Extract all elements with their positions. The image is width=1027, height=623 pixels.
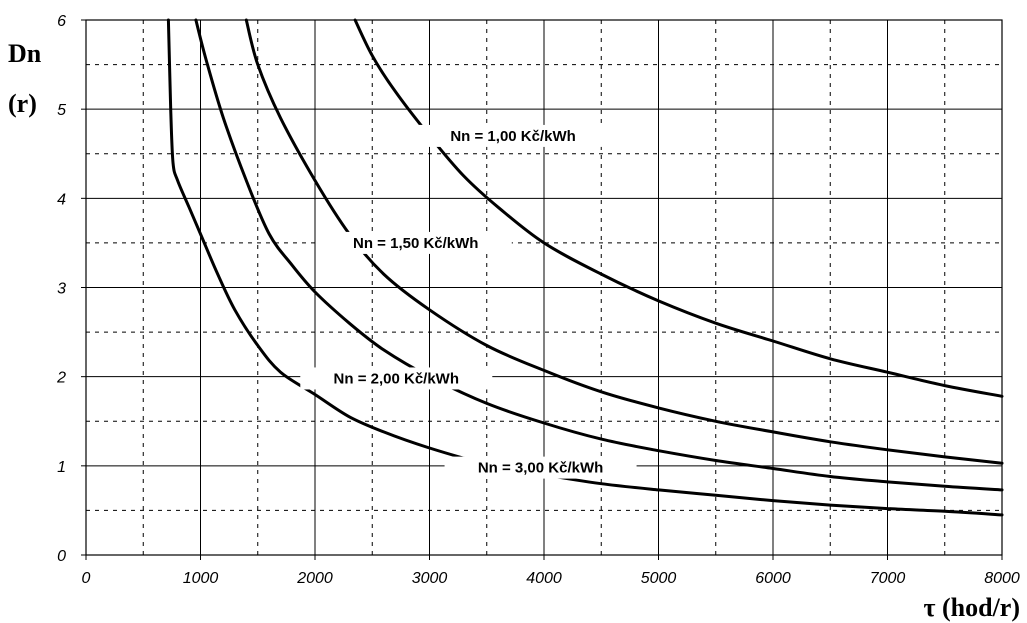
y-tick-label: 6 [57, 13, 66, 30]
y-tick-label: 2 [56, 370, 66, 387]
x-tick-label: 2000 [296, 570, 333, 587]
x-tick-label: 1000 [183, 570, 219, 587]
y-axis-title-line1: Dn [8, 39, 42, 68]
tick-labels: 0 1000 2000 3000 4000 5000 6000 7000 8000 0 1 2 3 4 5 6 [56, 13, 1020, 587]
axes [81, 19, 1003, 560]
series-label-bg-3 [300, 367, 493, 390]
y-tick-label: 4 [57, 191, 66, 208]
series-line-1 [353, 18, 1004, 398]
y-tick-label: 1 [57, 459, 66, 476]
series-label-3: Nn = 2,00 Kč/kWh [334, 370, 459, 387]
y-tick-label: 0 [57, 548, 66, 565]
x-tick-label: 5000 [641, 570, 677, 587]
curve-labels: Nn = 1,00 Kč/kWh Nn = 1,50 Kč/kWh Nn = 2,0… [300, 124, 637, 479]
y-tick-label: 5 [57, 102, 66, 119]
series-line-3 [194, 18, 1004, 492]
y-axis-title-line2: (r) [8, 89, 37, 118]
series-label-bg-2 [319, 231, 512, 254]
series-label-2: Nn = 1,50 Kč/kWh [353, 235, 478, 252]
curves [166, 18, 1004, 517]
series-line-4 [166, 18, 1004, 517]
series-label-bg-4 [444, 456, 637, 479]
x-tick-label: 6000 [755, 570, 791, 587]
series-label-1: Nn = 1,00 Kč/kWh [450, 128, 575, 145]
series-line-2 [244, 18, 1004, 465]
grid [86, 20, 1002, 555]
x-tick-label: 0 [82, 570, 91, 587]
y-tick-label: 3 [57, 281, 66, 298]
x-axis-title: τ (hod/r) [924, 593, 1020, 622]
series-label-4: Nn = 3,00 Kč/kWh [478, 460, 603, 477]
x-tick-label: 8000 [984, 570, 1020, 587]
x-tick-label: 4000 [526, 570, 562, 587]
x-tick-label: 7000 [870, 570, 906, 587]
x-tick-label: 3000 [412, 570, 448, 587]
series-label-bg-1 [417, 124, 610, 147]
